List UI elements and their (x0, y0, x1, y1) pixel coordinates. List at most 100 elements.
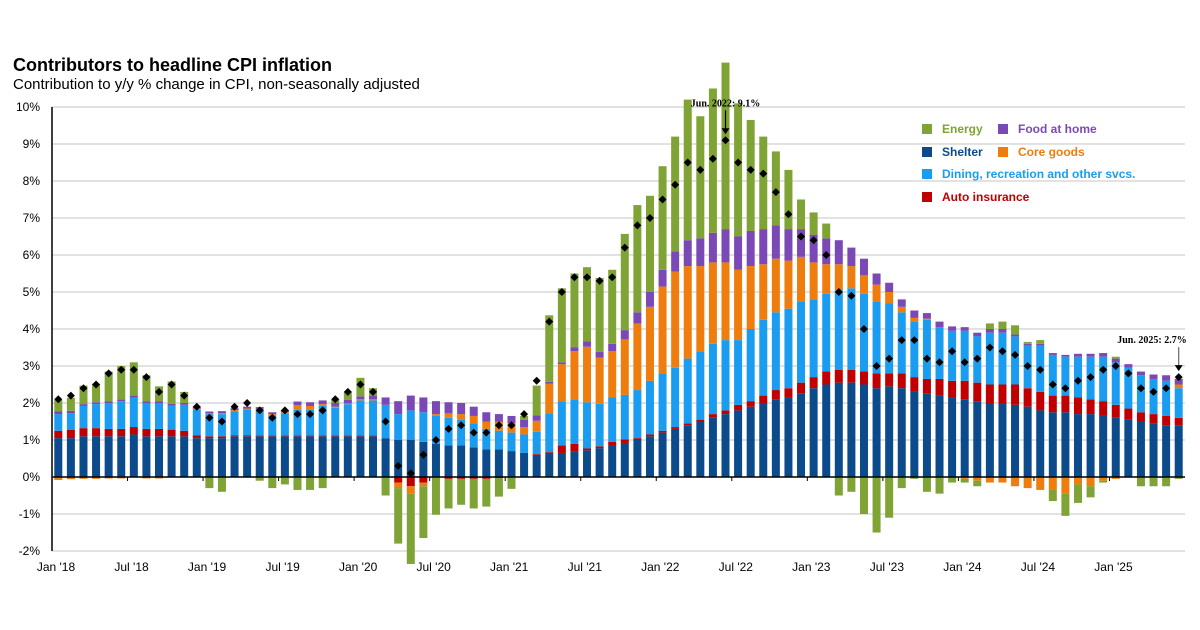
bar-energy (394, 488, 403, 544)
bar-energy (595, 277, 604, 352)
bar-shelter (859, 384, 868, 477)
y-tick-label: 1% (23, 433, 41, 447)
bar-food (1023, 343, 1032, 346)
bar-food (557, 362, 566, 365)
bar-energy (922, 477, 931, 492)
bar-shelter (595, 448, 604, 477)
headline-marker (1099, 365, 1108, 374)
bar-dining (822, 293, 831, 372)
bar-shelter (797, 393, 806, 477)
bar-shelter (343, 436, 352, 477)
bar-shelter (1111, 417, 1120, 477)
headline-marker (507, 421, 516, 430)
legend-swatch-auto (922, 192, 932, 202)
bar-shelter (457, 445, 466, 477)
bar-shelter (155, 436, 164, 477)
headline-marker (847, 291, 856, 300)
headline-marker (797, 232, 806, 241)
headline-marker (66, 391, 75, 400)
bar-core-goods (784, 260, 793, 309)
bar-auto (545, 452, 554, 455)
bar-food (671, 251, 680, 272)
bar-shelter (822, 384, 831, 477)
bar-energy (734, 103, 743, 237)
bar-dining (167, 405, 176, 430)
bar-auto (1162, 415, 1171, 426)
bar-auto (255, 435, 264, 437)
bar-auto (192, 435, 201, 439)
bar-core-goods (1086, 477, 1095, 487)
bar-auto (1061, 395, 1070, 413)
legend-swatch-energy (922, 124, 932, 134)
headline-marker (1124, 369, 1133, 378)
bar-food (683, 240, 692, 267)
headline-marker (356, 380, 365, 389)
y-tick-label: 5% (23, 285, 41, 299)
bar-shelter (910, 391, 919, 477)
bar-dining (734, 340, 743, 405)
bar-core-goods (394, 482, 403, 489)
headline-marker (1149, 387, 1158, 396)
bar-energy (608, 269, 617, 344)
bar-dining (620, 394, 629, 440)
headline-marker (268, 413, 277, 422)
bar-food (431, 401, 440, 415)
headline-marker (608, 273, 617, 282)
bar-food (721, 229, 730, 263)
bar-auto (66, 430, 75, 439)
bar-energy (985, 323, 994, 329)
bar-dining (570, 399, 579, 444)
x-tick-label: Jan '23 (792, 560, 831, 574)
headline-marker (280, 406, 289, 415)
x-tick-label: Jul '23 (870, 560, 905, 574)
bar-food (92, 402, 101, 405)
bar-shelter (683, 425, 692, 477)
headline-marker (583, 273, 592, 282)
bar-shelter (1073, 414, 1082, 477)
bar-dining (784, 308, 793, 389)
bar-shelter (280, 436, 289, 477)
bar-dining (243, 409, 252, 436)
bar-core-goods (205, 413, 214, 415)
bar-dining (92, 404, 101, 429)
headline-marker (155, 387, 164, 396)
bar-auto (482, 477, 491, 479)
bar-auto (1023, 388, 1032, 407)
bar-core-goods (482, 421, 491, 429)
bar-auto (406, 477, 415, 487)
bar-dining (998, 332, 1007, 385)
bar-core-goods (54, 477, 63, 480)
bar-auto (104, 428, 113, 437)
bar-auto (721, 410, 730, 415)
bar-core-goods (910, 317, 919, 322)
bar-food (595, 351, 604, 358)
bar-dining (847, 288, 856, 370)
bar-shelter (734, 410, 743, 477)
headline-marker (671, 180, 680, 189)
headline-marker (746, 165, 755, 174)
bar-shelter (419, 441, 428, 477)
bar-shelter (583, 450, 592, 477)
bar-core-goods (92, 477, 101, 479)
headline-marker (243, 399, 252, 407)
bar-food (784, 229, 793, 261)
bar-energy (419, 486, 428, 539)
bar-dining (205, 414, 214, 437)
bar-food (948, 326, 957, 331)
bar-dining (431, 415, 440, 444)
bar-energy (872, 477, 881, 533)
bar-energy (268, 477, 277, 489)
bar-dining (885, 303, 894, 374)
bar-auto (734, 404, 743, 411)
bar-shelter (834, 382, 843, 477)
bar-core-goods (356, 399, 365, 401)
bar-dining (935, 327, 944, 379)
bar-energy (822, 223, 831, 239)
bar-dining (369, 400, 378, 436)
bar-auto (1036, 391, 1045, 411)
annotation-label: Jun. 2022: 9.1% (691, 98, 760, 109)
bar-dining (696, 351, 705, 420)
bar-dining (922, 319, 931, 379)
bar-food (293, 401, 302, 406)
bar-energy (1061, 493, 1070, 516)
